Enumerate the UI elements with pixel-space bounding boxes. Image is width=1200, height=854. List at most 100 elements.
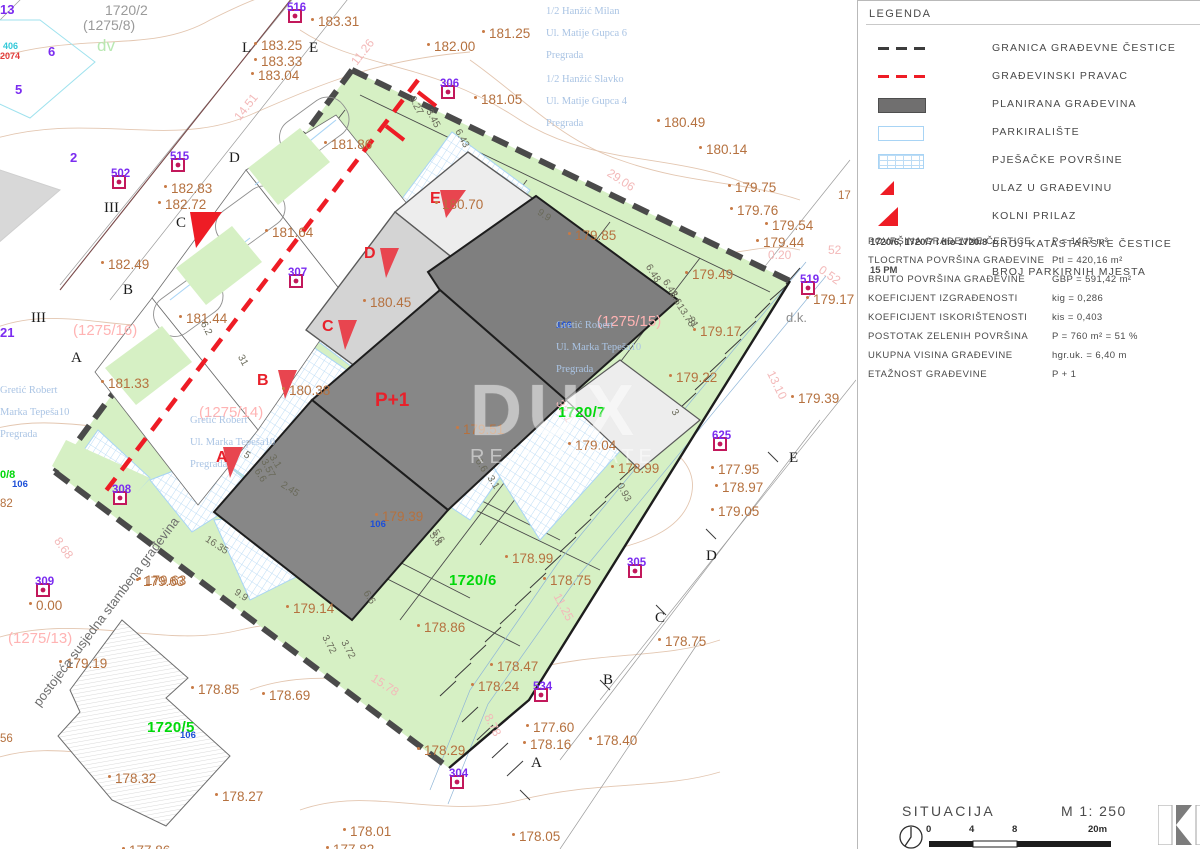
elevation-point-dot bbox=[324, 141, 327, 144]
elevation-point-dot bbox=[669, 374, 672, 377]
legend-label: BROJ PARKIRNIH MJESTA bbox=[992, 266, 1146, 278]
data-row: KOEFICIJENT ISKORIŠTENOSTI kis = 0,403 bbox=[866, 312, 1200, 331]
elevation-point-dot bbox=[543, 577, 546, 580]
drawing-title: SITUACIJA bbox=[902, 803, 996, 819]
elevation-point-dot bbox=[730, 207, 733, 210]
elevation-point-dot bbox=[363, 299, 366, 302]
elevation-point-dot bbox=[693, 328, 696, 331]
legend-label: ULAZ U GRAĐEVINU bbox=[992, 182, 1113, 194]
scale-bar bbox=[929, 836, 1111, 848]
legend-note-wrap: 1720/6, 1720/7 i dio 1720/8 bbox=[868, 234, 988, 254]
elevation-point-dot bbox=[179, 315, 182, 318]
parking-swatch-icon bbox=[876, 122, 934, 142]
legend-note: 15 PM bbox=[870, 265, 898, 276]
elevation-point-dot bbox=[711, 508, 714, 511]
elevation-point-dot bbox=[711, 466, 714, 469]
elevation-point-dot bbox=[699, 146, 702, 149]
data-value: P = 760 m² = 51 % bbox=[1052, 331, 1138, 342]
data-value: P + 1 bbox=[1052, 369, 1077, 380]
road-centrelines bbox=[559, 379, 856, 849]
legend-label: KOLNI PRILAZ bbox=[992, 210, 1077, 222]
data-key: BRUTO POVRŠINA GRAĐEVINE bbox=[868, 274, 1026, 285]
building-line-ticks bbox=[384, 90, 438, 142]
driveway-triangle-icon bbox=[876, 206, 934, 226]
data-key: POVRŠINA GRAĐEVNE ČESTICE bbox=[868, 236, 1032, 247]
panel-divider bbox=[857, 0, 858, 849]
elevation-point-dot bbox=[568, 442, 571, 445]
legend-label: GRAĐEVINSKI PRAVAC bbox=[992, 70, 1129, 82]
legend-label: BROJ KATASTARSKE ČESTICE bbox=[992, 238, 1172, 250]
entrance-arrow-a bbox=[223, 447, 243, 478]
elevation-point-dot bbox=[523, 741, 526, 744]
elevation-point-dot bbox=[101, 380, 104, 383]
elevation-point-dot bbox=[29, 602, 32, 605]
data-value: P = 1467 m² bbox=[1052, 236, 1109, 247]
data-key: KOEFICIJENT ISKORIŠTENOSTI bbox=[868, 312, 1028, 323]
pedestrian-swatch-icon bbox=[876, 150, 934, 170]
data-value: GBP = 591,42 m² bbox=[1052, 274, 1132, 285]
survey-point-dot bbox=[717, 441, 723, 447]
dashed-black-line-icon bbox=[876, 38, 934, 58]
elevation-point-dot bbox=[375, 513, 378, 516]
legend-row: PARKIRALIŠTE bbox=[866, 122, 1200, 144]
elevation-point-dot bbox=[164, 185, 167, 188]
legend-note-wrap: 15 PM bbox=[868, 262, 988, 282]
scalebar-tick: 4 bbox=[969, 824, 975, 835]
legend-panel: LEGENDA GRANICA GRAĐEVNE ČESTICE GRAĐEVIN… bbox=[866, 0, 1200, 849]
elevation-point-dot bbox=[158, 201, 161, 204]
panel-top-rule bbox=[857, 0, 1200, 1]
legend-row: KOLNI PRILAZ bbox=[866, 206, 1200, 228]
scalebar-tick: 0 bbox=[926, 824, 932, 835]
elevation-point-dot bbox=[191, 686, 194, 689]
entrance-arrow-d bbox=[380, 248, 399, 278]
elevation-point-dot bbox=[417, 747, 420, 750]
survey-point-dot bbox=[445, 89, 451, 95]
data-value: kig = 0,286 bbox=[1052, 293, 1104, 304]
neighbour-building bbox=[57, 619, 231, 827]
company-logo bbox=[1157, 804, 1200, 850]
elevation-point-dot bbox=[490, 663, 493, 666]
survey-point-dot bbox=[117, 495, 123, 501]
entrance-triangle-icon bbox=[876, 178, 934, 198]
elevation-point-dot bbox=[282, 387, 285, 390]
site-plan-drawing: 183.31 183.25 183.33 183.04 182.83 182.72 182.… bbox=[0, 0, 856, 849]
elevation-point-dot bbox=[435, 201, 438, 204]
data-row: POSTOTAK ZELENIH POVRŠINA P = 760 m² = 51… bbox=[866, 331, 1200, 350]
legend-row: 15 PM BROJ PARKIRNIH MJESTA bbox=[866, 262, 1200, 284]
elevation-point-dot bbox=[262, 692, 265, 695]
data-row: POVRŠINA GRAĐEVNE ČESTICE P = 1467 m² bbox=[866, 236, 1200, 255]
drawing-scale: M 1: 250 bbox=[1061, 803, 1127, 819]
elevation-point-dot bbox=[427, 43, 430, 46]
elevation-point-dot bbox=[343, 828, 346, 831]
elevation-point-dot bbox=[658, 638, 661, 641]
elevation-point-dot bbox=[122, 847, 125, 849]
elevation-point-dot bbox=[471, 683, 474, 686]
plot-boundary-se bbox=[448, 280, 792, 769]
data-key: UKUPNA VISINA GRAĐEVINE bbox=[868, 350, 1013, 361]
survey-point-dot bbox=[40, 587, 46, 593]
planned-buildings bbox=[212, 151, 701, 622]
entrance-arrow-c bbox=[338, 320, 357, 350]
road-tick-marks bbox=[519, 451, 779, 801]
survey-point-dot bbox=[538, 692, 544, 698]
site-plan-vector bbox=[0, 0, 856, 849]
elevation-point-dot bbox=[108, 775, 111, 778]
parcel-406-outline bbox=[0, 19, 96, 119]
legend-divider bbox=[866, 24, 1200, 25]
elevation-point-dot bbox=[589, 737, 592, 740]
entrance-arrows bbox=[190, 190, 466, 478]
elevation-point-dot bbox=[482, 30, 485, 33]
data-row: KOEFICIJENT IZGRAĐENOSTI kig = 0,286 bbox=[866, 293, 1200, 312]
neighbour-shape-left bbox=[0, 169, 61, 243]
survey-point-dot bbox=[293, 278, 299, 284]
elevation-point-dot bbox=[136, 578, 139, 581]
legend-row: PLANIRANA GRAĐEVINA bbox=[866, 94, 1200, 116]
data-row: ETAŽNOST GRAĐEVINE P + 1 bbox=[866, 369, 1200, 388]
data-key: POSTOTAK ZELENIH POVRŠINA bbox=[868, 331, 1029, 342]
elevation-point-dot bbox=[59, 660, 62, 663]
elevation-point-dot bbox=[254, 58, 257, 61]
elevation-point-dot bbox=[456, 426, 459, 429]
data-value: Ptl = 420,16 m² bbox=[1052, 255, 1123, 266]
street-boundary-nw bbox=[59, 0, 292, 291]
